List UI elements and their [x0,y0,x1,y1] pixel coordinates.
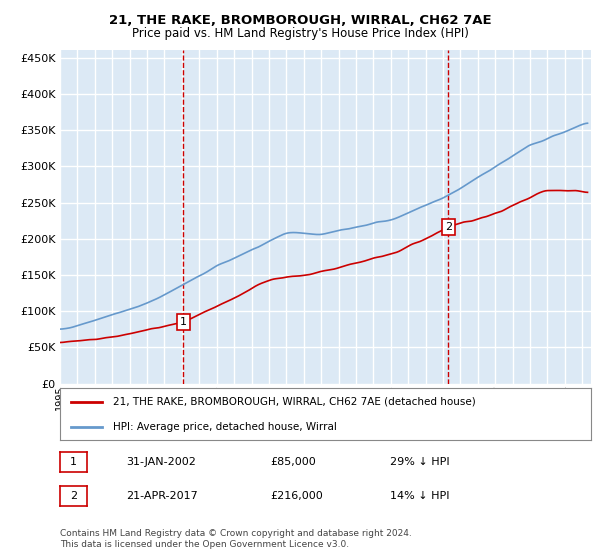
Text: 14% ↓ HPI: 14% ↓ HPI [390,491,449,501]
Text: £216,000: £216,000 [270,491,323,501]
Text: 31-JAN-2002: 31-JAN-2002 [126,457,196,467]
Text: 2: 2 [70,491,77,501]
Text: 2: 2 [445,222,452,232]
Text: Contains HM Land Registry data © Crown copyright and database right 2024.
This d: Contains HM Land Registry data © Crown c… [60,529,412,549]
Text: £85,000: £85,000 [270,457,316,467]
Text: 21-APR-2017: 21-APR-2017 [126,491,198,501]
Text: Price paid vs. HM Land Registry's House Price Index (HPI): Price paid vs. HM Land Registry's House … [131,27,469,40]
Text: 1: 1 [180,317,187,327]
Text: 1: 1 [70,457,77,467]
Text: 21, THE RAKE, BROMBOROUGH, WIRRAL, CH62 7AE: 21, THE RAKE, BROMBOROUGH, WIRRAL, CH62 … [109,14,491,27]
Text: 29% ↓ HPI: 29% ↓ HPI [390,457,449,467]
Text: HPI: Average price, detached house, Wirral: HPI: Average price, detached house, Wirr… [113,422,337,432]
Text: 21, THE RAKE, BROMBOROUGH, WIRRAL, CH62 7AE (detached house): 21, THE RAKE, BROMBOROUGH, WIRRAL, CH62 … [113,397,476,407]
